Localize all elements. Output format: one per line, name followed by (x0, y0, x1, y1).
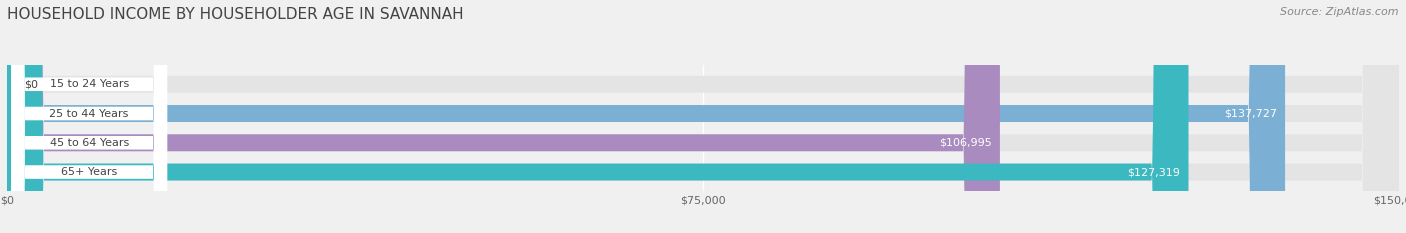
FancyBboxPatch shape (7, 0, 1285, 233)
FancyBboxPatch shape (11, 0, 167, 233)
FancyBboxPatch shape (7, 0, 1399, 233)
FancyBboxPatch shape (11, 0, 167, 233)
Text: 25 to 44 Years: 25 to 44 Years (49, 109, 129, 119)
Text: $137,727: $137,727 (1223, 109, 1277, 119)
FancyBboxPatch shape (7, 0, 1000, 233)
Text: $0: $0 (24, 79, 38, 89)
Text: 45 to 64 Years: 45 to 64 Years (49, 138, 129, 148)
Text: Source: ZipAtlas.com: Source: ZipAtlas.com (1281, 7, 1399, 17)
Text: 65+ Years: 65+ Years (60, 167, 117, 177)
FancyBboxPatch shape (7, 0, 1399, 233)
FancyBboxPatch shape (7, 0, 1399, 233)
Text: $127,319: $127,319 (1128, 167, 1180, 177)
FancyBboxPatch shape (7, 0, 1399, 233)
Text: 15 to 24 Years: 15 to 24 Years (49, 79, 129, 89)
FancyBboxPatch shape (11, 0, 167, 233)
FancyBboxPatch shape (7, 0, 1188, 233)
FancyBboxPatch shape (11, 0, 167, 233)
Text: HOUSEHOLD INCOME BY HOUSEHOLDER AGE IN SAVANNAH: HOUSEHOLD INCOME BY HOUSEHOLDER AGE IN S… (7, 7, 464, 22)
Text: $106,995: $106,995 (939, 138, 991, 148)
